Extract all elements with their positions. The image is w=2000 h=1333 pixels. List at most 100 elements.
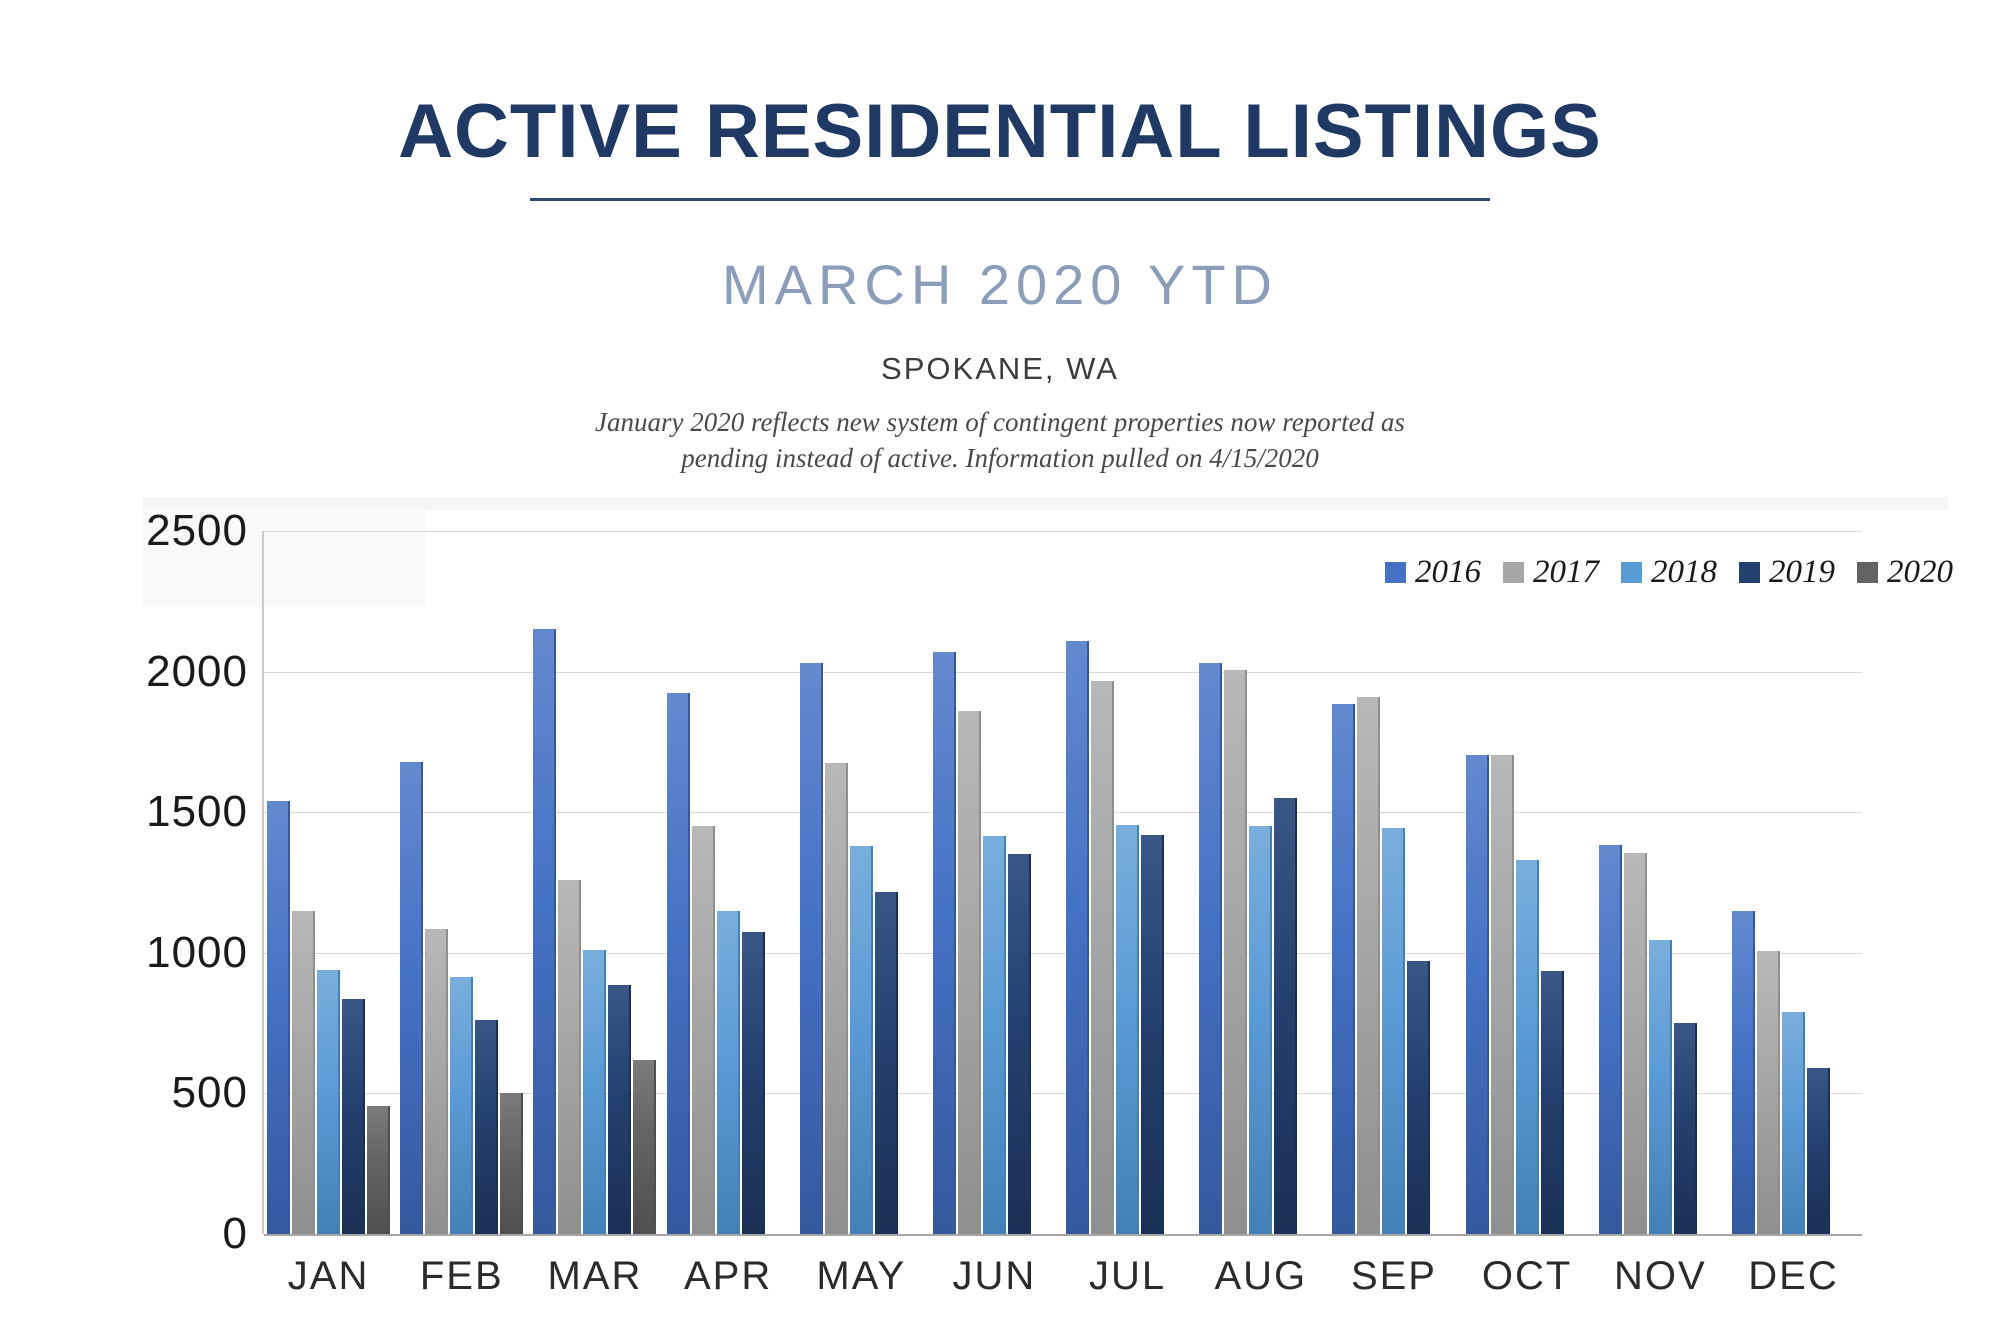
plot-area — [262, 531, 1862, 1236]
bar-2017-sep — [1357, 697, 1381, 1234]
x-axis-category-labels: JAN FEB MAR APR MAY JUN JUL AUG SEP OCT NOV DEC — [262, 1254, 1860, 1299]
y-tick-label: 2000 — [146, 646, 248, 696]
bar-2016-mar — [533, 629, 557, 1234]
x-tick-label-may: MAY — [816, 1254, 907, 1298]
bar-2019-oct — [1540, 971, 1564, 1234]
bar-2019-mar — [608, 985, 632, 1234]
legend-marker-icon — [1503, 561, 1524, 583]
bar-2017-jan — [292, 911, 316, 1234]
gridline — [264, 812, 1862, 814]
y-tick-label: 2500 — [146, 506, 248, 555]
x-tick-label-apr: APR — [683, 1254, 773, 1298]
x-tick-label-sep: SEP — [1350, 1254, 1437, 1298]
legend-item-2017: 2017 — [1503, 554, 1599, 591]
bar-group-apr — [662, 531, 795, 1234]
bar-2016-may — [799, 663, 823, 1234]
y-tick-label: 1500 — [146, 787, 248, 837]
gridline — [264, 531, 1862, 532]
bar-2018-feb — [450, 977, 474, 1234]
chart-image-edge-block — [143, 497, 425, 607]
legend-label: 2016 — [1415, 553, 1481, 590]
bar-2018-aug — [1249, 826, 1273, 1234]
bar-2017-jun — [957, 711, 981, 1234]
bar-group-sep — [1327, 531, 1460, 1234]
bar-2019-jun — [1007, 854, 1031, 1234]
bar-2017-mar — [558, 880, 582, 1234]
legend-item-2019: 2019 — [1739, 554, 1835, 591]
bar-2016-jun — [932, 652, 956, 1234]
bar-2018-oct — [1515, 860, 1539, 1234]
bar-2020-feb — [500, 1093, 524, 1234]
bar-2018-mar — [583, 950, 607, 1234]
bar-2016-jan — [267, 801, 291, 1234]
bar-group-may — [795, 531, 928, 1234]
bar-2016-aug — [1199, 663, 1223, 1234]
bar-2017-jul — [1091, 681, 1115, 1234]
bar-2016-oct — [1465, 755, 1489, 1234]
x-tick-label-nov: NOV — [1613, 1254, 1707, 1298]
legend-marker-icon — [1739, 561, 1760, 583]
x-tick-label-dec: DEC — [1748, 1254, 1839, 1298]
x-axis-line — [264, 1234, 1862, 1236]
page-title: ACTIVE RESIDENTIAL LISTINGS — [398, 89, 1602, 174]
x-tick-label-jul: JUL — [1089, 1254, 1167, 1298]
bar-group-feb — [395, 531, 528, 1234]
bar-2019-feb — [475, 1020, 499, 1234]
legend-item-2020: 2020 — [1857, 554, 1953, 591]
bar-2019-nov — [1673, 1023, 1697, 1234]
bar-2018-apr — [716, 911, 740, 1234]
x-tick-label-aug: AUG — [1214, 1254, 1308, 1298]
bar-2018-nov — [1648, 940, 1672, 1234]
legend-marker-icon — [1385, 561, 1406, 583]
bar-group-jun — [928, 531, 1061, 1234]
bar-2017-nov — [1623, 853, 1647, 1234]
bar-2018-dec — [1781, 1012, 1805, 1234]
bar-2017-oct — [1490, 755, 1514, 1234]
legend-label: 2018 — [1651, 553, 1717, 590]
bar-group-oct — [1461, 531, 1594, 1234]
y-axis-tick-labels: 0 500 1000 1500 2000 2500 — [0, 506, 248, 1258]
bar-2019-may — [874, 892, 898, 1234]
x-tick-label-mar: MAR — [547, 1254, 643, 1298]
gridline — [264, 1093, 1862, 1095]
legend-label: 2017 — [1533, 553, 1599, 590]
report-footnote: January 2020 reflects new system of cont… — [0, 404, 2000, 476]
bar-2017-apr — [691, 826, 715, 1234]
chart-image-edge-band — [143, 497, 1948, 510]
bar-2017-aug — [1224, 670, 1248, 1234]
bar-2017-dec — [1756, 951, 1780, 1234]
bar-2016-feb — [400, 762, 424, 1234]
bar-group-mar — [528, 531, 661, 1234]
footnote-line-1: January 2020 reflects new system of cont… — [595, 407, 1405, 437]
bar-2016-nov — [1598, 845, 1622, 1234]
bar-group-aug — [1194, 531, 1327, 1234]
bar-2017-feb — [425, 929, 449, 1234]
bar-group-jul — [1061, 531, 1194, 1234]
bar-2017-may — [824, 763, 848, 1234]
bar-2019-aug — [1274, 798, 1298, 1234]
title-underline — [530, 198, 1490, 201]
bar-2019-jul — [1141, 835, 1165, 1234]
bar-2019-jan — [342, 999, 366, 1234]
bar-2019-sep — [1407, 961, 1431, 1234]
legend-label: 2020 — [1887, 553, 1953, 590]
bar-2016-apr — [666, 693, 690, 1234]
legend-marker-icon — [1857, 561, 1878, 583]
gridline — [264, 671, 1862, 673]
x-tick-label-jun: JUN — [952, 1254, 1037, 1298]
y-tick-label: 0 — [222, 1209, 248, 1258]
x-tick-label-oct: OCT — [1481, 1254, 1573, 1298]
bar-2016-sep — [1332, 704, 1356, 1234]
bar-2018-sep — [1382, 828, 1406, 1234]
x-tick-label-feb: FEB — [419, 1254, 504, 1298]
bar-group-nov — [1594, 531, 1727, 1234]
bar-series-area — [262, 531, 1860, 1234]
bar-2018-jun — [982, 836, 1006, 1234]
bar-2016-dec — [1731, 911, 1755, 1234]
chart-legend: 2016 2017 2018 2019 2020 — [1385, 551, 1953, 593]
bar-group-jan — [262, 531, 395, 1234]
footnote-line-2: pending instead of active. Information p… — [681, 443, 1319, 473]
bar-2019-dec — [1806, 1068, 1830, 1234]
y-tick-label: 1000 — [146, 927, 248, 977]
